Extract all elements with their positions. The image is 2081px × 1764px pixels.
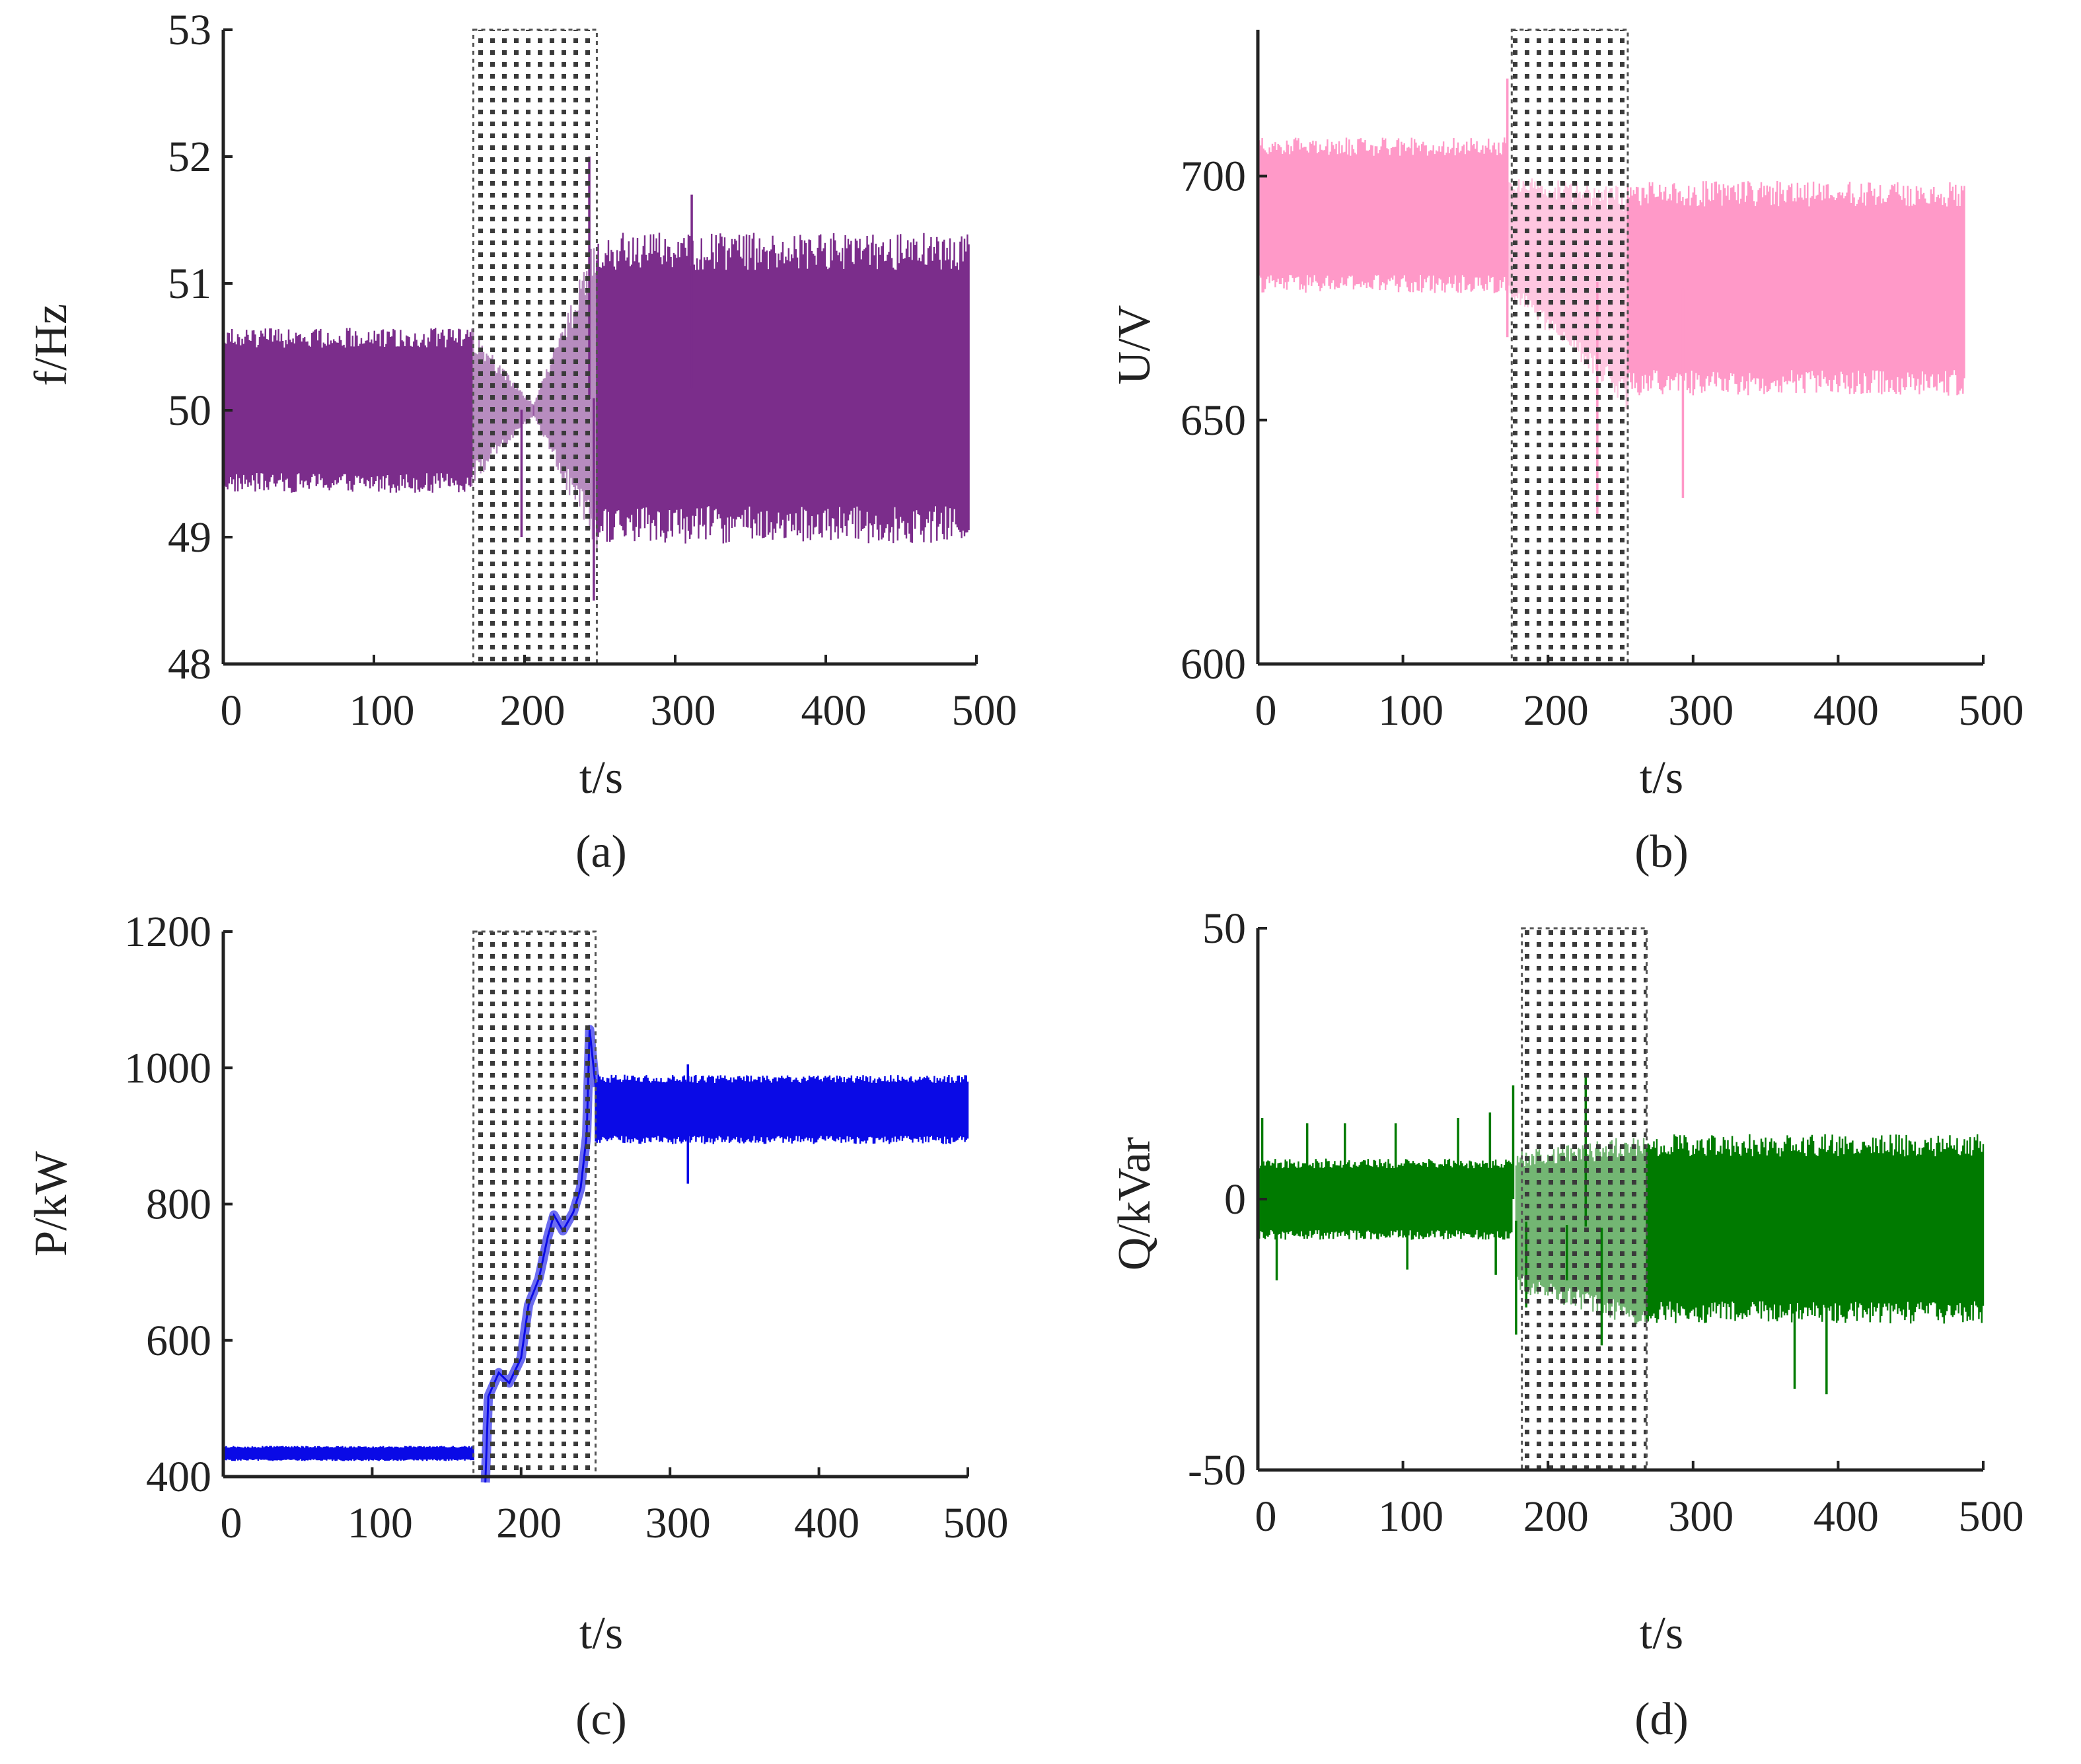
panel-d-ytick-label-1: 0 xyxy=(1224,1175,1246,1224)
panel-c-ytick-label-2: 800 xyxy=(146,1181,211,1229)
panel-b-ytick-label-0: 600 xyxy=(1181,640,1246,688)
panel-c-band-1 xyxy=(595,1074,969,1144)
panel-d-ytick-label-2: 50 xyxy=(1202,904,1246,953)
panel-c-shaded-interval xyxy=(472,930,597,1478)
panel-a-xtick-label-4: 400 xyxy=(801,686,867,735)
panel-b-xtick-label-2: 200 xyxy=(1523,686,1589,735)
panel-a-ytick-label-5: 53 xyxy=(168,6,211,54)
panel-d-band-0 xyxy=(1257,1158,1513,1240)
panel-a-caption: (a) xyxy=(575,827,627,877)
panel-a-axes: 0 100 200 300 400 500 48 49 50 51 52 53 xyxy=(168,6,1017,735)
panel-c: 0 100 200 300 400 500 400 600 800 1000 1200 t/s P/… xyxy=(26,908,1009,1745)
panel-a-ytick-label-2: 50 xyxy=(168,386,211,435)
panel-b-xtick-label-0: 0 xyxy=(1255,686,1277,735)
panel-c-axes: 0 100 200 300 400 500 400 600 800 1000 1200 xyxy=(124,908,1009,1547)
panel-a-band-3 xyxy=(596,233,970,544)
panel-a: 0 100 200 300 400 500 48 49 50 51 52 53 t/s f/Hz (a… xyxy=(26,6,1017,877)
panel-b-xtick-label-4: 400 xyxy=(1813,686,1879,735)
panel-b-xlabel: t/s xyxy=(1640,753,1683,803)
panel-a-xtick-label-2: 200 xyxy=(500,686,566,735)
panel-c-xtick-label-0: 0 xyxy=(221,1499,242,1547)
panel-c-xlabel: t/s xyxy=(579,1608,623,1659)
panel-b-band-0 xyxy=(1257,137,1508,293)
panel-a-ytick-label-1: 49 xyxy=(168,513,211,562)
panel-d-xtick-label-5: 500 xyxy=(1959,1492,2024,1541)
panel-a-ytick-label-4: 52 xyxy=(168,133,211,181)
panel-d-xtick-label-4: 400 xyxy=(1813,1492,1879,1541)
panel-d-ytick-label-0: -50 xyxy=(1188,1446,1246,1494)
panel-a-shaded-interval xyxy=(472,28,598,665)
panel-b-xtick-label-3: 300 xyxy=(1668,686,1734,735)
panel-c-band-0 xyxy=(222,1446,474,1461)
panel-b-band-2 xyxy=(1626,180,1965,396)
panel-d-band-2 xyxy=(1646,1134,1985,1324)
panel-c-xtick-label-5: 500 xyxy=(943,1499,1009,1547)
panel-b-caption: (b) xyxy=(1634,827,1689,877)
panel-b: 0 100 200 300 400 500 600 650 700 t/s U/V (b) xyxy=(1109,28,2024,877)
panel-a-xtick-label-1: 100 xyxy=(349,686,415,735)
panel-c-xtick-label-4: 400 xyxy=(794,1499,859,1547)
panel-d-xtick-label-0: 0 xyxy=(1255,1492,1277,1541)
panel-d-xlabel: t/s xyxy=(1640,1608,1683,1659)
panel-d-caption: (d) xyxy=(1634,1694,1689,1745)
panel-a-shaded-rect xyxy=(472,28,598,665)
panel-c-ylabel: P/kW xyxy=(26,1151,77,1256)
panel-a-ytick-label-0: 48 xyxy=(168,640,211,688)
panel-b-axes: 0 100 200 300 400 500 600 650 700 xyxy=(1181,30,2024,735)
panel-d-ylabel: Q/kVar xyxy=(1109,1137,1160,1270)
panel-b-shaded-interval xyxy=(1510,28,1629,665)
panel-a-ytick-label-3: 51 xyxy=(168,260,211,308)
panel-a-xtick-label-5: 500 xyxy=(952,686,1017,735)
panel-b-xtick-label-5: 500 xyxy=(1959,686,2024,735)
panel-a-xtick-label-3: 300 xyxy=(651,686,716,735)
panel-b-ylabel: U/V xyxy=(1109,305,1160,385)
panel-c-ytick-label-3: 1000 xyxy=(124,1044,211,1092)
panel-c-xtick-label-1: 100 xyxy=(347,1499,413,1547)
panel-a-band-0 xyxy=(222,328,473,493)
panel-d-xtick-label-1: 100 xyxy=(1378,1492,1443,1541)
panel-d-shaded-interval xyxy=(1521,927,1648,1471)
panel-c-ytick-label-0: 400 xyxy=(146,1453,211,1501)
panel-c-xtick-label-3: 300 xyxy=(645,1499,711,1547)
panel-d-shaded-rect xyxy=(1521,927,1648,1471)
panel-c-ytick-label-4: 1200 xyxy=(124,908,211,956)
panel-c-shaded-rect xyxy=(472,930,597,1478)
panel-c-xtick-label-2: 200 xyxy=(496,1499,562,1547)
panel-c-caption: (c) xyxy=(575,1694,627,1745)
panel-c-ytick-label-1: 600 xyxy=(146,1317,211,1365)
panel-b-xtick-label-1: 100 xyxy=(1378,686,1443,735)
panel-b-ytick-label-1: 650 xyxy=(1181,396,1246,445)
panel-a-ylabel: f/Hz xyxy=(26,304,77,386)
panel-b-ytick-label-2: 700 xyxy=(1181,153,1246,201)
panel-d-xtick-label-2: 200 xyxy=(1523,1492,1589,1541)
panel-d-xtick-label-3: 300 xyxy=(1668,1492,1734,1541)
panel-a-xtick-label-0: 0 xyxy=(221,686,242,735)
panel-b-shaded-rect xyxy=(1510,28,1629,665)
panel-a-xlabel: t/s xyxy=(579,753,623,803)
